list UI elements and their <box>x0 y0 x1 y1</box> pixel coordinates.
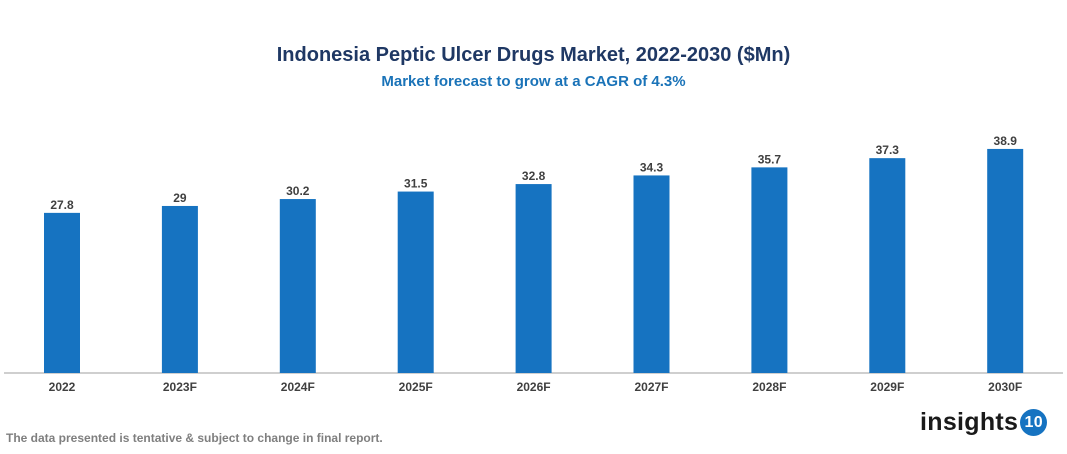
x-tick-label-2027F: 2027F <box>634 380 668 394</box>
data-label-2024F: 30.2 <box>286 184 310 198</box>
chart-subtitle: Market forecast to grow at a CAGR of 4.3… <box>381 73 686 90</box>
disclaimer-note: The data presented is tentative & subjec… <box>6 431 383 445</box>
bar-2028F <box>751 167 788 373</box>
data-label-2025F: 31.5 <box>404 177 428 191</box>
logo-badge: 10 <box>1020 409 1048 436</box>
x-tick-label-2022: 2022 <box>49 380 76 394</box>
x-tick-label-2030F: 2030F <box>988 380 1022 394</box>
x-tick-label-2026F: 2026F <box>517 380 551 394</box>
bar-2023F <box>161 205 198 373</box>
data-label-2030F: 38.9 <box>994 134 1018 148</box>
chart-title: Indonesia Peptic Ulcer Drugs Market, 202… <box>276 44 791 66</box>
bar-2024F <box>279 199 316 373</box>
bar-2022 <box>44 212 80 373</box>
data-label-2028F: 35.7 <box>758 152 782 166</box>
data-label-2027F: 34.3 <box>640 160 664 174</box>
data-label-2023F: 29 <box>173 191 187 205</box>
bar-2029F <box>869 158 906 373</box>
logo-text: insights <box>920 408 1019 436</box>
x-tick-label-2024F: 2024F <box>281 380 315 394</box>
bar-2025F <box>397 191 434 373</box>
x-tick-label-2028F: 2028F <box>752 380 786 394</box>
bar-2026F <box>515 184 552 373</box>
bar-2027F <box>633 175 670 373</box>
x-tick-label-2023F: 2023F <box>163 380 197 394</box>
bar-2030F <box>987 148 1024 373</box>
data-label-2029F: 37.3 <box>876 143 900 157</box>
x-tick-label-2025F: 2025F <box>399 380 433 394</box>
x-tick-label-2029F: 2029F <box>870 380 904 394</box>
insights10-logo: insights 10 <box>920 408 1048 437</box>
data-label-2026F: 32.8 <box>522 169 546 183</box>
data-label-2022: 27.8 <box>50 198 74 212</box>
